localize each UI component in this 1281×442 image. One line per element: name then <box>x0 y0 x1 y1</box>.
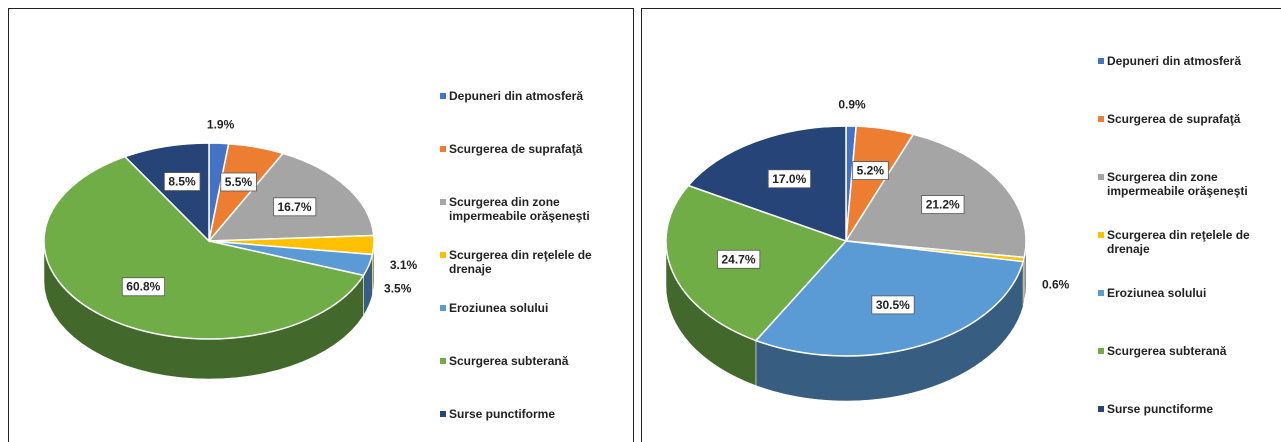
data-label: 5.2% <box>857 164 885 178</box>
legend-entry: Depuneri din atmosferă <box>1098 54 1281 68</box>
data-label: 17.0% <box>772 172 806 186</box>
legend-label: Scurgerea de suprafaţă <box>1107 112 1241 126</box>
data-label: 0.9% <box>838 98 866 112</box>
legend-entry: Scurgerea din reţelele de drenaje <box>1098 228 1281 256</box>
chart-panel: 0.9% 5.2% 21.2% 0.6% 30.5% 24.7% 17.0% Depuner… <box>641 8 1281 442</box>
chart: 1.9% 5.5% 16.7% 3.1% 3.5% 60.8% 8.5% <box>43 118 418 380</box>
chart-panel: 1.9% 5.5% 16.7% 3.1% 3.5% 60.8% 8.5% Depuneri … <box>8 8 634 442</box>
data-label: 3.5% <box>384 282 412 296</box>
legend-entry: Scurgerea din reţelele de drenaje <box>440 248 619 276</box>
label-box <box>921 195 965 214</box>
legend-entry: Depuneri din atmosferă <box>440 89 619 103</box>
data-label: 3.1% <box>390 258 418 272</box>
slice <box>687 125 847 243</box>
data-label: 24.7% <box>721 252 755 266</box>
legend-swatch <box>1098 406 1104 412</box>
legend-swatch <box>440 358 446 364</box>
legend-label: Scurgerea subterană <box>1107 344 1227 358</box>
legend-entry: Scurgerea din zone impermeabile orăşeneş… <box>440 195 619 223</box>
legend-swatch <box>1098 116 1104 122</box>
legend-entry: Surse punctiforme <box>1098 402 1281 416</box>
legend-entry: Scurgerea din zone impermeabile orăşeneş… <box>1098 170 1281 198</box>
legend-entry: Surse punctiforme <box>440 407 619 421</box>
label-box <box>767 169 811 189</box>
data-label: 60.8% <box>126 280 160 294</box>
legend-entry: Eroziunea solului <box>440 301 619 315</box>
data-label: 1.9% <box>207 118 235 132</box>
data-label: 5.5% <box>225 175 253 189</box>
legend-entry: Scurgerea subterană <box>1098 344 1281 358</box>
label-box <box>220 172 257 192</box>
legend-swatch <box>1098 174 1104 180</box>
legend-label: Scurgerea din reţelele de drenaje <box>1107 228 1250 256</box>
data-label: 30.5% <box>876 298 910 312</box>
label-box <box>852 161 889 180</box>
label-box <box>121 277 166 297</box>
legend-label: Scurgerea din reţelele de drenaje <box>449 248 592 276</box>
data-label: 16.7% <box>277 200 311 214</box>
legend-swatch <box>440 199 446 205</box>
legend-swatch <box>440 93 446 99</box>
legend-entry: Scurgerea subterană <box>440 354 619 368</box>
legend-entry: Scurgerea de suprafaţă <box>440 142 619 156</box>
legend-label: Eroziunea solului <box>1107 286 1207 300</box>
legend-swatch <box>440 252 446 258</box>
label-box <box>871 295 915 315</box>
legend-swatch <box>1098 290 1104 296</box>
legend-label: Surse punctiforme <box>449 407 556 421</box>
legend-label: Scurgerea subterană <box>449 354 569 368</box>
legend-label: Depuneri din atmosferă <box>449 89 584 103</box>
chart: 0.9% 5.2% 21.2% 0.6% 30.5% 24.7% 17.0% <box>665 98 1070 402</box>
legend-entry: Eroziunea solului <box>1098 286 1281 300</box>
label-box <box>163 172 201 191</box>
data-label: 0.6% <box>1042 278 1070 292</box>
slice <box>123 142 210 243</box>
legend-label: Scurgerea din zone impermeabile orăşeneş… <box>1107 170 1248 198</box>
legend-label: Surse punctiforme <box>1107 402 1214 416</box>
legend-swatch <box>1098 232 1104 238</box>
label-box <box>717 249 761 269</box>
legend-label: Depuneri din atmosferă <box>1107 54 1242 68</box>
legend-entry: Scurgerea de suprafaţă <box>1098 112 1281 126</box>
data-label: 8.5% <box>168 175 196 189</box>
legend-swatch <box>1098 58 1104 64</box>
legend-swatch <box>440 411 446 417</box>
legend-swatch <box>440 146 446 152</box>
label-box <box>273 197 317 217</box>
legend-label: Scurgerea de suprafaţă <box>449 142 583 156</box>
slice <box>207 152 375 242</box>
legend-label: Scurgerea din zone impermeabile orăşeneş… <box>449 195 590 223</box>
legend-swatch <box>440 305 446 311</box>
legend-swatch <box>1098 348 1104 354</box>
legend-label: Eroziunea solului <box>449 301 549 315</box>
data-label: 21.2% <box>926 198 960 212</box>
